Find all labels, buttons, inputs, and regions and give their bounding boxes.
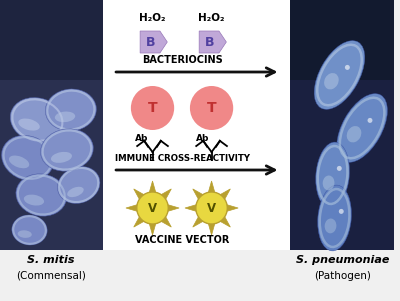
Circle shape bbox=[345, 65, 350, 70]
Text: BACTERIOCINS: BACTERIOCINS bbox=[142, 55, 222, 65]
Text: B: B bbox=[205, 36, 214, 48]
Text: B: B bbox=[146, 36, 155, 48]
Text: (Pathogen): (Pathogen) bbox=[314, 271, 371, 281]
Ellipse shape bbox=[18, 230, 32, 238]
Circle shape bbox=[337, 166, 342, 171]
Polygon shape bbox=[185, 181, 238, 235]
Ellipse shape bbox=[18, 119, 40, 131]
Text: T: T bbox=[148, 101, 157, 115]
Text: S. mitis: S. mitis bbox=[28, 255, 75, 265]
Circle shape bbox=[137, 192, 168, 224]
Ellipse shape bbox=[323, 175, 334, 190]
Ellipse shape bbox=[12, 215, 47, 245]
Ellipse shape bbox=[316, 142, 350, 208]
Circle shape bbox=[339, 209, 344, 214]
Polygon shape bbox=[199, 31, 226, 53]
Polygon shape bbox=[140, 31, 167, 53]
Ellipse shape bbox=[318, 185, 352, 251]
Circle shape bbox=[190, 86, 233, 130]
Circle shape bbox=[192, 88, 231, 128]
Ellipse shape bbox=[337, 94, 388, 163]
Circle shape bbox=[196, 192, 227, 224]
Ellipse shape bbox=[40, 129, 93, 171]
Bar bbox=[290, 0, 394, 80]
Ellipse shape bbox=[10, 98, 64, 142]
Ellipse shape bbox=[16, 174, 67, 216]
Ellipse shape bbox=[9, 156, 29, 168]
Bar bbox=[103, 0, 290, 250]
Text: H₂O₂: H₂O₂ bbox=[139, 13, 166, 23]
Text: (Commensal): (Commensal) bbox=[16, 271, 86, 281]
Circle shape bbox=[131, 86, 174, 130]
Bar bbox=[290, 0, 394, 250]
Text: Ab: Ab bbox=[196, 134, 210, 143]
Circle shape bbox=[132, 87, 173, 129]
Text: S. pneumoniae: S. pneumoniae bbox=[296, 255, 389, 265]
Circle shape bbox=[133, 88, 172, 128]
Text: T: T bbox=[207, 101, 216, 115]
Ellipse shape bbox=[347, 126, 361, 142]
Ellipse shape bbox=[58, 166, 100, 203]
Text: V: V bbox=[207, 201, 216, 215]
Bar bbox=[0, 0, 103, 80]
Bar bbox=[0, 0, 103, 250]
Circle shape bbox=[368, 118, 372, 123]
Text: Ab: Ab bbox=[135, 134, 148, 143]
Ellipse shape bbox=[325, 219, 336, 233]
Ellipse shape bbox=[45, 89, 96, 131]
Ellipse shape bbox=[51, 152, 72, 163]
Polygon shape bbox=[126, 181, 179, 235]
Ellipse shape bbox=[67, 187, 84, 197]
Text: H₂O₂: H₂O₂ bbox=[198, 13, 225, 23]
Text: VACCINE VECTOR: VACCINE VECTOR bbox=[135, 235, 229, 245]
Ellipse shape bbox=[314, 41, 365, 109]
Ellipse shape bbox=[55, 112, 75, 122]
Ellipse shape bbox=[324, 73, 339, 89]
Ellipse shape bbox=[2, 135, 54, 181]
Text: IMMUNE CROSS-REACTIVITY: IMMUNE CROSS-REACTIVITY bbox=[114, 154, 250, 163]
Circle shape bbox=[191, 87, 232, 129]
Text: V: V bbox=[148, 201, 157, 215]
Ellipse shape bbox=[24, 195, 44, 206]
